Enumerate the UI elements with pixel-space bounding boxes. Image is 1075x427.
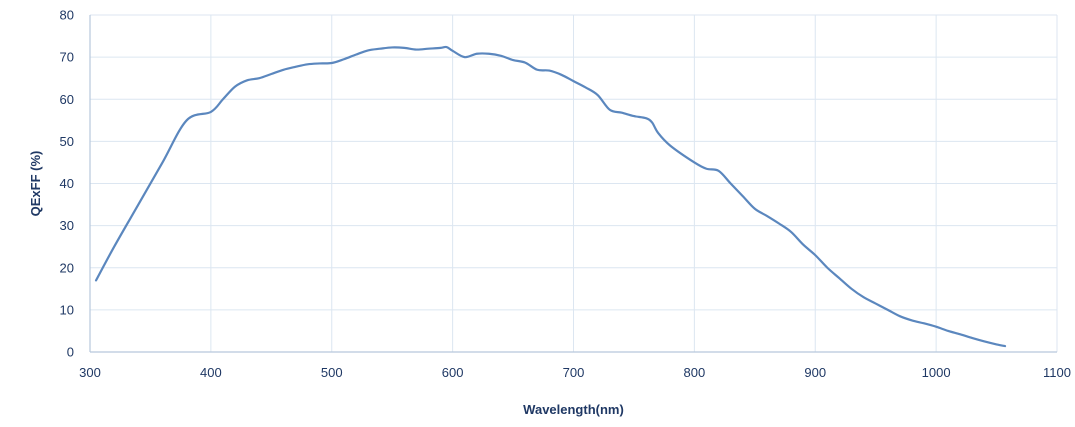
x-tick-label: 400 [200,365,222,380]
series-layer [94,45,1007,348]
y-tick-label: 80 [60,8,74,23]
x-tick-label: 700 [563,365,585,380]
x-tick-label: 800 [684,365,706,380]
x-tick-label: 1100 [1043,365,1071,380]
y-tick-label: 50 [60,134,74,149]
x-tick-label: 600 [442,365,464,380]
x-tick-label: 900 [804,365,826,380]
x-tick-label: 1000 [922,365,951,380]
y-tick-label: 40 [60,176,74,191]
label-layer: 0 10 20 30 40 50 60 70 80 300 400 500 600 700 800 900 10… [60,8,1071,381]
y-tick-label: 10 [60,302,74,317]
y-tick-label: 70 [60,50,74,65]
y-tick-label: 60 [60,92,74,107]
y-tick-label: 20 [60,260,74,275]
series-line-0 [94,45,1007,348]
y-tick-label: 30 [60,218,74,233]
x-tick-label: 300 [79,365,101,380]
y-axis-title: QExFF (%) [28,151,43,217]
grid-layer [90,14,1058,352]
x-axis-title: Wavelength(nm) [523,402,624,417]
x-tick-label: 500 [321,365,343,380]
axis-layer [89,15,1057,353]
y-tick-label: 0 [67,345,74,360]
